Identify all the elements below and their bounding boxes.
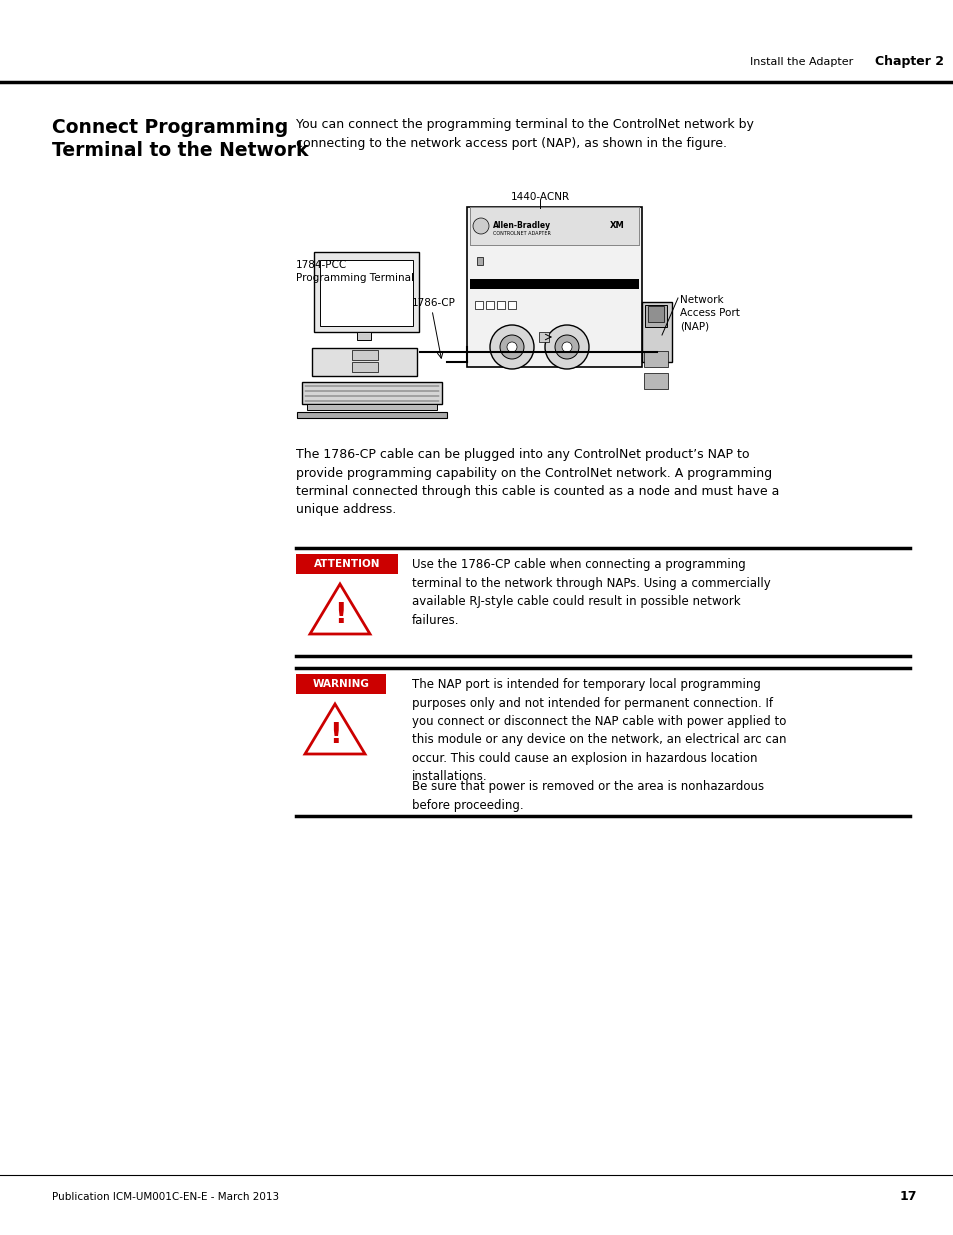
Circle shape xyxy=(561,342,572,352)
Bar xyxy=(643,373,667,389)
Circle shape xyxy=(499,335,523,359)
Bar xyxy=(647,306,663,322)
Bar xyxy=(641,303,671,362)
Text: !: ! xyxy=(334,601,346,629)
Bar xyxy=(314,252,418,332)
Polygon shape xyxy=(305,704,365,755)
Bar xyxy=(507,301,516,309)
Text: Network
Access Port
(NAP): Network Access Port (NAP) xyxy=(679,295,740,331)
Text: The NAP port is intended for temporary local programming
purposes only and not i: The NAP port is intended for temporary l… xyxy=(412,678,785,783)
Bar xyxy=(296,412,447,417)
Text: Publication ICM-UM001C-EN-E - March 2013: Publication ICM-UM001C-EN-E - March 2013 xyxy=(52,1192,279,1202)
Text: Use the 1786-CP cable when connecting a programming
terminal to the network thro: Use the 1786-CP cable when connecting a … xyxy=(412,558,770,626)
Bar xyxy=(467,207,641,367)
Text: WARNING: WARNING xyxy=(313,679,369,689)
Bar xyxy=(295,674,386,694)
Bar xyxy=(352,362,377,372)
Text: CONTROLNET ADAPTER: CONTROLNET ADAPTER xyxy=(493,231,550,236)
Bar xyxy=(475,301,482,309)
Bar xyxy=(643,351,667,367)
Bar xyxy=(538,332,548,342)
Bar xyxy=(295,555,397,574)
Text: Connect Programming
Terminal to the Network: Connect Programming Terminal to the Netw… xyxy=(52,119,308,159)
Bar xyxy=(644,305,666,327)
Text: XM: XM xyxy=(609,221,624,230)
Text: 1440-ACNR: 1440-ACNR xyxy=(510,191,569,203)
Bar xyxy=(302,382,441,404)
Bar xyxy=(307,404,436,410)
Circle shape xyxy=(544,325,588,369)
Bar xyxy=(312,348,416,375)
Bar xyxy=(356,332,371,340)
Bar xyxy=(485,301,494,309)
Text: 17: 17 xyxy=(899,1191,917,1203)
Circle shape xyxy=(490,325,534,369)
Text: 1786-CP: 1786-CP xyxy=(412,298,456,308)
Text: Install the Adapter: Install the Adapter xyxy=(749,57,852,67)
Text: 1784-PCC
Programming Terminal: 1784-PCC Programming Terminal xyxy=(295,261,414,283)
Text: Be sure that power is removed or the area is nonhazardous
before proceeding.: Be sure that power is removed or the are… xyxy=(412,781,763,811)
Text: !: ! xyxy=(329,721,341,748)
Text: The 1786-CP cable can be plugged into any ControlNet product’s NAP to
provide pr: The 1786-CP cable can be plugged into an… xyxy=(295,448,779,516)
Bar xyxy=(319,261,413,326)
Bar xyxy=(352,350,377,359)
Text: ATTENTION: ATTENTION xyxy=(314,559,380,569)
Text: Allen-Bradley: Allen-Bradley xyxy=(493,221,551,230)
Text: You can connect the programming terminal to the ControlNet network by
connecting: You can connect the programming terminal… xyxy=(295,119,753,149)
Circle shape xyxy=(506,342,517,352)
Text: Chapter 2: Chapter 2 xyxy=(874,56,943,68)
Bar xyxy=(470,207,639,245)
Bar xyxy=(497,301,504,309)
Circle shape xyxy=(555,335,578,359)
Circle shape xyxy=(473,219,489,233)
Bar xyxy=(476,257,482,266)
Polygon shape xyxy=(310,584,370,634)
Bar xyxy=(470,279,639,289)
